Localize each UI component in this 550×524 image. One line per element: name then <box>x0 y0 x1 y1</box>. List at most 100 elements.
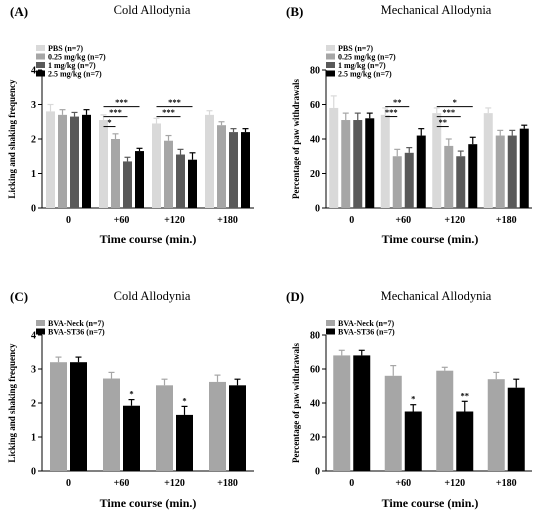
panel-2: (B) Mechanical Allodynia Percentage of paw… <box>286 3 532 246</box>
bar <box>156 385 173 471</box>
significance-label: *** <box>109 107 122 117</box>
x-tick-label: 0 <box>66 478 71 489</box>
bar <box>507 387 525 471</box>
panel-label: (A) <box>10 4 28 19</box>
significance-label: ** <box>393 97 402 107</box>
significance-label: * <box>107 117 111 127</box>
bar <box>135 151 144 208</box>
y-tick-label: 60 <box>310 100 320 111</box>
bar <box>50 362 67 471</box>
significance-label: *** <box>168 97 181 107</box>
bar <box>483 113 493 208</box>
y-tick-label: 1 <box>31 433 36 444</box>
legend-swatch <box>326 53 335 60</box>
legend-swatch <box>36 320 45 326</box>
significance-label: *** <box>385 107 398 117</box>
x-tick-label: +180 <box>217 478 238 489</box>
bar <box>519 128 529 208</box>
legend-label: 1 mg/kg (n=7) <box>338 61 386 70</box>
panel-title: Cold Allodynia <box>114 289 191 303</box>
y-tick-label: 80 <box>310 66 320 77</box>
bar <box>152 123 161 208</box>
bar <box>164 140 173 208</box>
significance-label: *** <box>442 107 455 117</box>
bar <box>82 114 91 208</box>
y-tick-label: 3 <box>31 100 36 111</box>
legend-label: BVA-Neck (n=7) <box>48 319 105 328</box>
bar <box>229 385 246 471</box>
bar <box>99 120 108 208</box>
bar <box>444 145 454 208</box>
bar <box>70 116 79 208</box>
bar <box>111 139 120 208</box>
y-axis-label: Percentage of paw withdrawals <box>291 78 301 199</box>
bar <box>487 379 505 471</box>
bar <box>392 156 402 208</box>
bar <box>176 154 185 208</box>
legend-label: 2.5 mg/kg (n=7) <box>338 70 392 79</box>
x-axis-label: Time course (min.) <box>382 496 479 510</box>
y-tick-label: 2 <box>31 135 36 146</box>
legend-swatch <box>36 62 45 68</box>
legend-swatch <box>36 328 45 335</box>
y-tick-label: 0 <box>315 467 320 478</box>
bar <box>70 362 87 471</box>
y-tick-label: 4 <box>31 331 36 342</box>
bar <box>456 156 466 208</box>
significance-label: *** <box>162 107 175 117</box>
bar <box>416 135 426 208</box>
legend-label: BVA-Neck (n=7) <box>338 319 395 328</box>
bar <box>495 135 505 208</box>
legend-swatch <box>36 45 45 51</box>
bar <box>46 111 55 208</box>
y-tick-label: 40 <box>310 399 320 410</box>
y-tick-label: 60 <box>310 365 320 376</box>
bar <box>404 411 422 471</box>
bar <box>217 125 226 208</box>
x-tick-label: +60 <box>395 215 411 226</box>
y-tick-label: 20 <box>310 433 320 444</box>
legend-label: PBS (n=7) <box>338 44 373 53</box>
legend-label: 0.25 mg/kg (n=7) <box>338 53 396 62</box>
x-tick-label: +180 <box>496 215 517 226</box>
panel-1: (A) Cold Allodynia Licking and shaking fre… <box>7 3 254 246</box>
y-axis-label: Licking and shaking frequency <box>7 79 17 199</box>
x-tick-label: +60 <box>114 215 130 226</box>
y-tick-label: 80 <box>310 331 320 342</box>
bar <box>103 378 120 471</box>
significance-mark: ** <box>461 390 470 400</box>
legend-label: BVA-ST36 (n=7) <box>48 328 105 337</box>
y-tick-label: 20 <box>310 169 320 180</box>
bar <box>188 159 197 208</box>
bar <box>507 135 517 208</box>
x-axis-label: Time course (min.) <box>382 232 479 246</box>
x-tick-label: +120 <box>444 215 465 226</box>
bar <box>329 107 339 208</box>
bar <box>436 370 454 471</box>
bar <box>205 114 214 208</box>
bar <box>123 405 140 471</box>
bar <box>380 114 390 208</box>
y-tick-label: 0 <box>31 467 36 478</box>
significance-label: ** <box>439 117 448 127</box>
bar <box>241 132 250 208</box>
x-tick-label: 0 <box>66 215 71 226</box>
x-tick-label: 0 <box>349 215 354 226</box>
bar <box>341 120 351 208</box>
legend-swatch <box>326 320 335 326</box>
bar <box>384 375 402 471</box>
significance-mark: * <box>129 389 133 399</box>
panel-title: Mechanical Allodynia <box>381 289 492 303</box>
panel-3: (C) Cold Allodynia Licking and shaking fre… <box>7 289 254 510</box>
panel-label: (B) <box>286 4 303 19</box>
legend-label: 1 mg/kg (n=7) <box>48 61 96 70</box>
panel-title: Cold Allodynia <box>114 3 191 17</box>
legend-swatch <box>326 62 335 68</box>
bar <box>456 411 474 471</box>
bar <box>176 414 193 471</box>
y-tick-label: 2 <box>31 399 36 410</box>
x-tick-label: +180 <box>496 478 517 489</box>
x-tick-label: +60 <box>114 478 130 489</box>
x-axis-label: Time course (min.) <box>100 496 197 510</box>
